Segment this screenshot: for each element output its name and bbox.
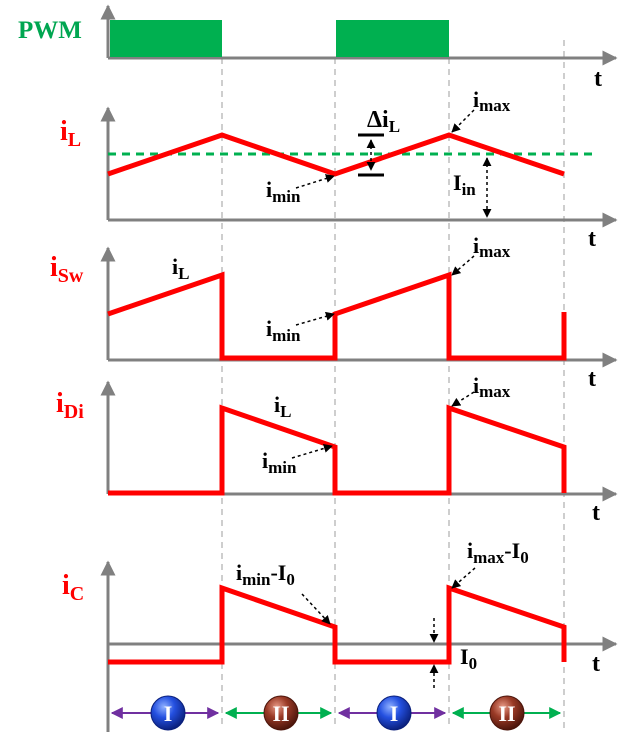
- ic-imin-io-label: imin-I0: [236, 560, 295, 589]
- ic-waveform: [108, 584, 567, 665]
- ic-axis-label: iC: [62, 570, 84, 605]
- il-waveform: [107, 132, 565, 177]
- isw-waveform: [107, 271, 567, 361]
- isw-imax-pointer: [451, 255, 475, 276]
- idi-waveform: [108, 404, 567, 496]
- interval-1-badge: I: [150, 695, 186, 731]
- t-label-ic: t: [592, 651, 600, 677]
- isw-imin-label: imin: [266, 316, 301, 345]
- il-imin-pointer: [295, 174, 335, 189]
- isw-axis-label: iSw: [50, 252, 84, 287]
- pwm-pulse-1: [110, 20, 222, 57]
- il-axis-label: iL: [60, 116, 81, 151]
- t-label-il: t: [588, 226, 596, 252]
- ic-panel: iC t imin-I0 imax-I0 I0: [62, 538, 618, 732]
- idi-il-label: iL: [274, 392, 291, 421]
- idi-imax-label: imax: [473, 373, 511, 401]
- il-panel: iL t ΔiL imax imin Iin: [60, 87, 618, 252]
- svg-text:I: I: [390, 701, 399, 726]
- time-guides: [221, 40, 565, 728]
- io-label: I0: [460, 644, 477, 673]
- idi-axis-label: iDi: [56, 388, 84, 423]
- il-imax-label: imax: [473, 87, 511, 115]
- interval-4-badge: II: [489, 695, 525, 731]
- pwm-panel: PWM t: [18, 4, 618, 92]
- interval-3-badge: I: [376, 695, 412, 731]
- svg-text:II: II: [272, 701, 289, 726]
- il-imin-label: imin: [266, 177, 301, 206]
- interval-2-badge: II: [263, 695, 299, 731]
- ic-imax-io-label: imax-I0: [467, 538, 529, 567]
- pwm-pulse-2: [336, 20, 449, 57]
- iin-label: Iin: [453, 170, 476, 199]
- t-label-idi: t: [592, 500, 600, 526]
- ic-imin-io-pointer: [301, 593, 331, 625]
- il-imax-pointer: [451, 109, 475, 133]
- idi-imin-label: imin: [262, 448, 297, 477]
- isw-imax-label: imax: [473, 233, 511, 261]
- delta-il-label: ΔiL: [367, 107, 400, 136]
- isw-imin-pointer: [295, 311, 335, 326]
- t-label-isw: t: [588, 366, 596, 392]
- isw-panel: iSw t iL imax imin: [50, 233, 618, 392]
- t-label-pwm: t: [594, 66, 602, 92]
- pwm-label: PWM: [18, 17, 82, 44]
- idi-panel: iDi t iL imax imin: [56, 373, 618, 526]
- svg-text:II: II: [498, 701, 515, 726]
- svg-text:I: I: [164, 701, 173, 726]
- ic-imax-io-pointer: [451, 567, 476, 589]
- interval-indicators: I II I II: [110, 695, 562, 731]
- isw-il-label: iL: [172, 254, 189, 283]
- idi-imin-pointer: [291, 444, 333, 459]
- idi-imax-pointer: [451, 391, 475, 407]
